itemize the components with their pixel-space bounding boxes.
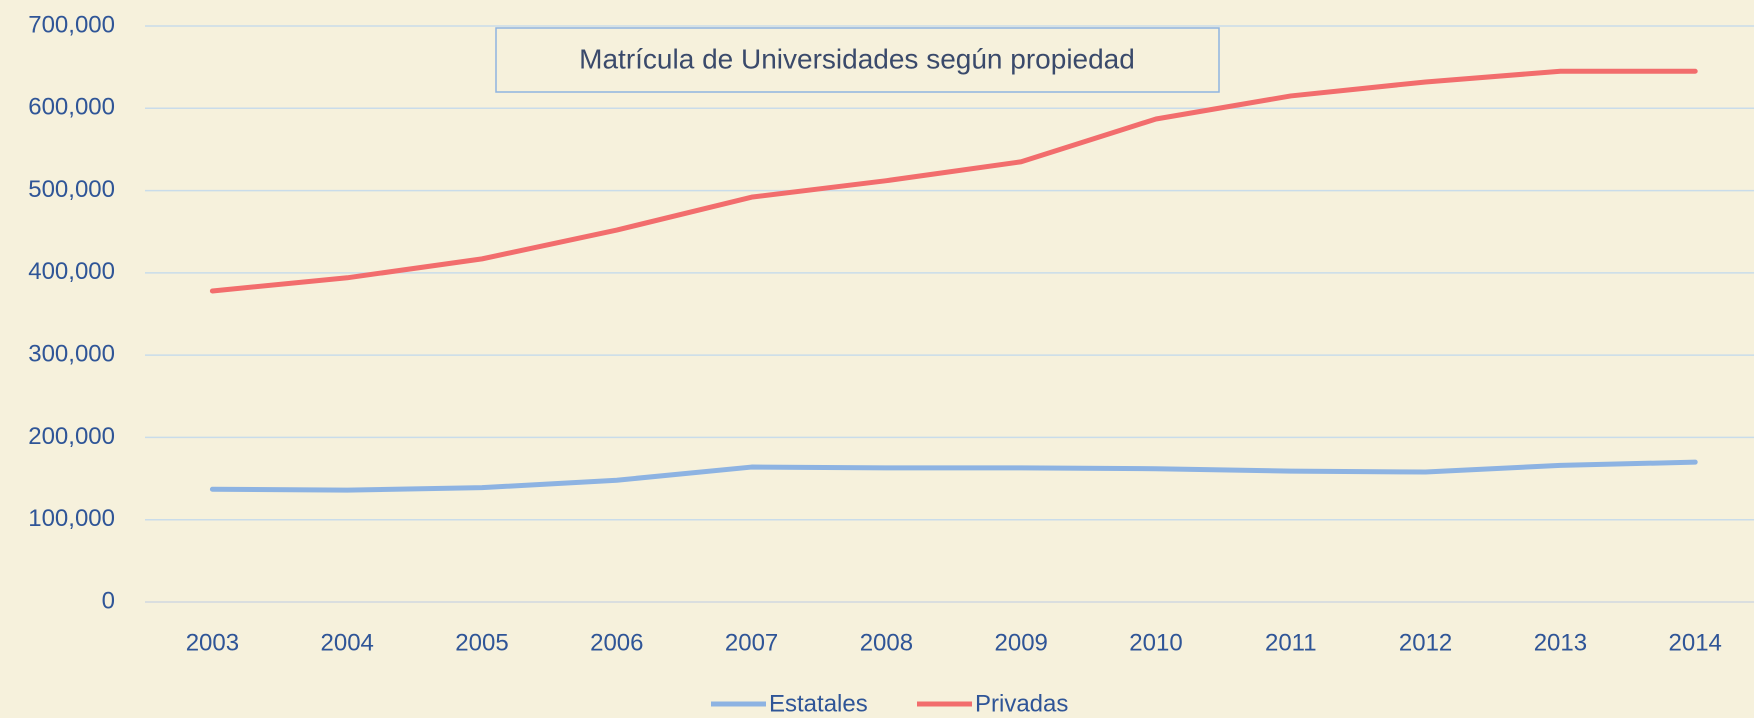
y-tick-label: 200,000 [28,423,115,450]
x-tick-label: 2012 [1399,629,1452,656]
x-tick-label: 2004 [321,629,374,656]
y-tick-label: 100,000 [28,505,115,532]
x-tick-label: 2011 [1265,629,1317,656]
y-tick-label: 600,000 [28,94,115,121]
x-tick-label: 2006 [590,629,643,656]
y-tick-label: 500,000 [28,176,115,203]
line-series [209,68,1698,294]
x-tick-label: 2009 [995,629,1048,656]
y-tick-label: 0 [102,587,115,614]
y-tick-label: 300,000 [28,340,115,367]
x-tick-label: 2005 [455,629,508,656]
chart-title: Matrícula de Universidades según propied… [579,43,1135,74]
x-tick-label: 2013 [1534,629,1587,656]
y-tick-label: 400,000 [28,258,115,285]
legend-label: Estatales [769,690,868,717]
x-tick-label: 2003 [186,629,239,656]
x-tick-label: 2007 [725,629,778,656]
line-series [209,459,1698,493]
x-tick-label: 2014 [1669,629,1722,656]
x-tick-label: 2010 [1129,629,1182,656]
x-tick-label: 2008 [860,629,913,656]
grid [145,25,1754,603]
y-tick-label: 700,000 [28,11,115,38]
title-box [495,27,1220,93]
legend-label: Privadas [975,690,1068,717]
